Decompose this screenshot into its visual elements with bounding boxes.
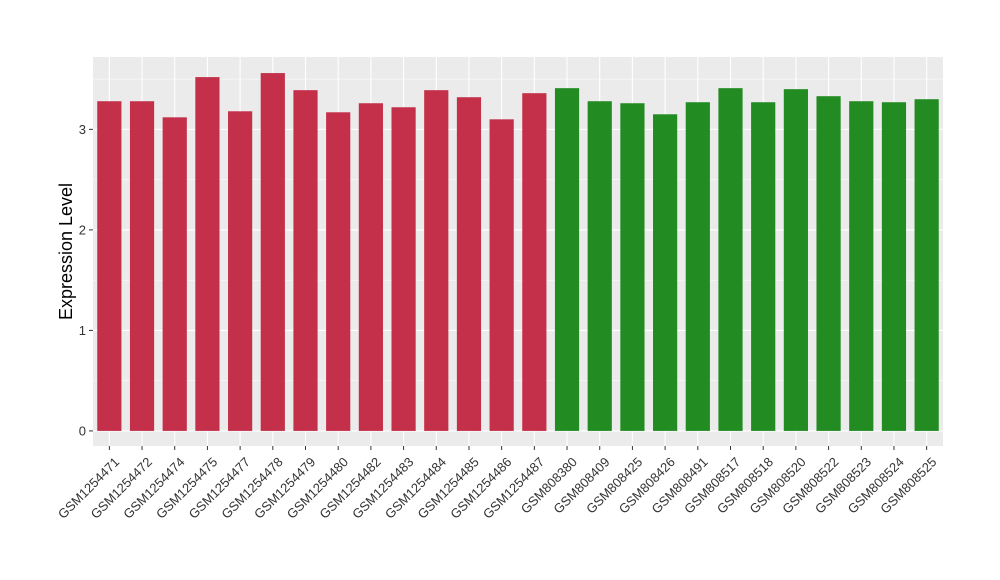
bar bbox=[914, 99, 939, 431]
x-axis: GSM1254471GSM1254472GSM1254474GSM1254475… bbox=[55, 446, 940, 522]
bar bbox=[424, 90, 449, 431]
bar bbox=[293, 90, 318, 431]
bar bbox=[162, 117, 187, 431]
bar bbox=[685, 102, 710, 431]
y-tick-label: 2 bbox=[79, 222, 86, 237]
bar bbox=[489, 119, 514, 431]
bar bbox=[816, 96, 841, 431]
y-tick-label: 1 bbox=[79, 323, 86, 338]
bars bbox=[97, 73, 939, 431]
bar bbox=[391, 107, 416, 431]
bar bbox=[522, 93, 547, 431]
bar bbox=[751, 102, 776, 431]
bar bbox=[554, 88, 580, 431]
y-tick-label: 3 bbox=[79, 122, 86, 137]
bar bbox=[129, 101, 155, 431]
bar bbox=[358, 103, 383, 431]
bar bbox=[718, 88, 743, 431]
bar bbox=[849, 101, 874, 431]
y-axis-title: Expression Level bbox=[56, 183, 76, 320]
bar bbox=[881, 102, 907, 431]
plot-panel bbox=[93, 57, 943, 446]
bar bbox=[783, 89, 808, 431]
bar bbox=[326, 112, 351, 431]
bar bbox=[456, 97, 482, 431]
bar bbox=[587, 101, 612, 431]
y-axis: 0 1 2 3 bbox=[79, 122, 93, 438]
y-tick-label: 0 bbox=[79, 423, 86, 438]
bar bbox=[195, 77, 220, 431]
bar bbox=[620, 103, 645, 431]
bar bbox=[228, 111, 253, 431]
bar bbox=[260, 73, 285, 431]
bar bbox=[653, 114, 678, 431]
bar bbox=[97, 101, 122, 431]
